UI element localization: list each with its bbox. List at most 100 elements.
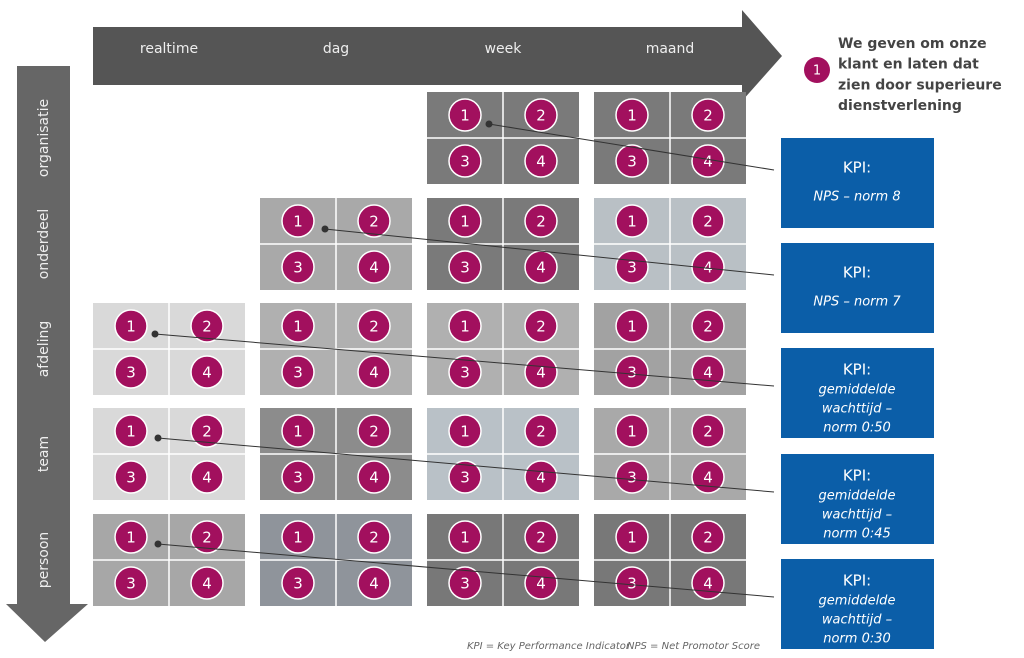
badge-number: 4 [369,364,379,382]
badge-number: 1 [460,107,470,125]
badge-number: 4 [536,364,546,382]
kpi-title: KPI: [843,467,871,485]
number-badge [114,520,148,554]
legend-text: klant en laten dat [838,57,979,73]
badge-number: 4 [703,364,713,382]
number-badge [524,566,558,600]
number-badge [615,520,649,554]
number-badge [691,144,725,178]
number-badge [190,309,224,343]
badge-number: 1 [460,318,470,336]
number-badge [281,250,315,284]
number-badge [357,520,391,554]
connector-dot [154,434,162,442]
badge-number: 2 [536,213,546,231]
number-badge [524,204,558,238]
kpi-title: KPI: [843,361,871,379]
kpi-text: norm 0:30 [823,632,891,647]
number-badge [615,460,649,494]
connector [154,333,775,387]
number-badge [281,355,315,389]
badge-number: 4 [536,575,546,593]
badge-number: 1 [627,423,637,441]
badge-number: 1 [627,529,637,547]
number-badge [691,414,725,448]
number-badge [615,355,649,389]
connector-dot [151,330,159,338]
badge-number: 1 [460,529,470,547]
badge-number: 2 [202,529,212,547]
badge-number: 1 [460,213,470,231]
number-badge [190,520,224,554]
badge-number: 1 [627,213,637,231]
badge-number: 4 [202,469,212,487]
number-badge [114,414,148,448]
legend-text: zien door superieure [838,77,1002,93]
badge-number: 1 [126,529,136,547]
badge-number: 3 [126,575,136,593]
number-badge [691,520,725,554]
badge-number: 3 [126,364,136,382]
number-badge [524,414,558,448]
number-badge [448,250,482,284]
badge-number: 4 [703,153,713,171]
badge-number: 4 [703,575,713,593]
badge-number: 3 [460,364,470,382]
badge-number: 2 [536,318,546,336]
column-label: dag [323,41,349,57]
number-badge [281,204,315,238]
column-label: maand [646,41,695,57]
badge-number: 1 [126,318,136,336]
badge-number: 3 [126,469,136,487]
connector [488,123,775,171]
badge-number: 4 [703,469,713,487]
kpi-text: gemiddelde [819,489,896,504]
badge-number: 2 [536,423,546,441]
kpi-text: wachttijd – [822,613,892,628]
badge-number: 2 [703,529,713,547]
badge-number: 4 [202,364,212,382]
kpi-text: gemiddelde [819,594,896,609]
badge-number: 2 [202,423,212,441]
number-badge [190,566,224,600]
kpi-text: NPS – norm 7 [813,295,901,310]
badge-number: 4 [369,259,379,277]
kpi-box [781,348,934,438]
badge-number: 4 [369,575,379,593]
level-arrow [6,66,88,642]
number-badge [281,566,315,600]
number-badge [691,204,725,238]
badge-number: 1 [126,423,136,441]
footnote: KPI = Key Performance Indicator [467,641,631,652]
number-badge [691,309,725,343]
number-badge [448,98,482,132]
number-badge [114,460,148,494]
number-badge [281,520,315,554]
kpi-title: KPI: [843,264,871,282]
badge-number: 3 [293,364,303,382]
badge-number: 2 [703,318,713,336]
connector [157,543,775,598]
number-badge [448,309,482,343]
badge-number: 1 [460,423,470,441]
badge-number: 1 [293,529,303,547]
row-label: onderdeel [36,209,52,279]
connector-dot [154,540,162,548]
kpi-title: KPI: [843,572,871,590]
number-badge [357,355,391,389]
number-badge [448,355,482,389]
number-badge [357,204,391,238]
number-badge [114,566,148,600]
badge-number: 2 [369,318,379,336]
badge-number: 1 [293,423,303,441]
number-badge [357,566,391,600]
badge-number: 4 [703,259,713,277]
number-badge [524,355,558,389]
number-badge [524,309,558,343]
number-badge [691,460,725,494]
badge-number: 3 [460,259,470,277]
connector-dot [321,225,329,233]
number-badge [691,98,725,132]
badge-number: 3 [293,469,303,487]
number-badge [190,355,224,389]
